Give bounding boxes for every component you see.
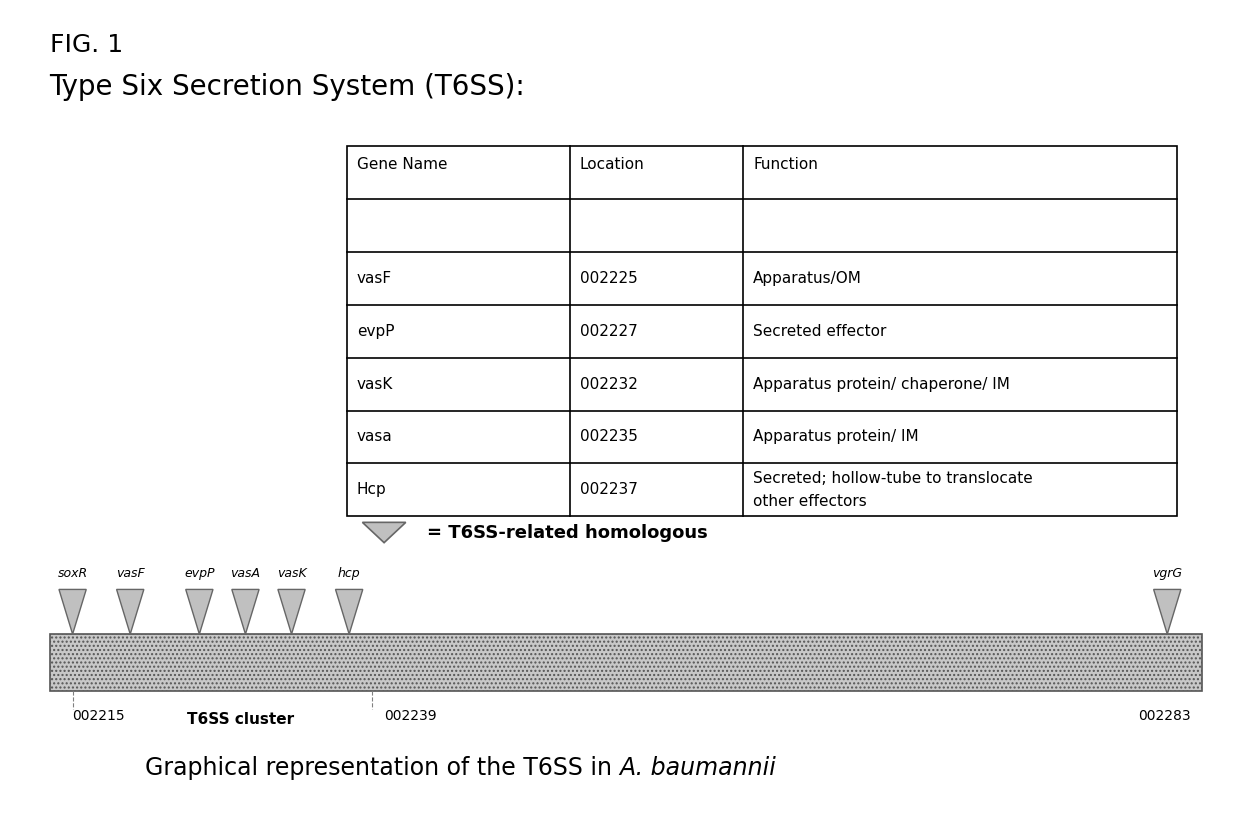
Text: 002283: 002283 (1137, 709, 1191, 723)
Text: Type Six Secretion System (T6SS):: Type Six Secretion System (T6SS): (50, 73, 525, 101)
Polygon shape (186, 589, 213, 634)
Text: FIG. 1: FIG. 1 (50, 33, 123, 57)
Text: other effectors: other effectors (753, 494, 867, 509)
Bar (50, 634, 1202, 691)
Text: vgrG: vgrG (1152, 567, 1182, 580)
Text: vasK: vasK (357, 376, 393, 392)
Text: soxR: soxR (57, 567, 88, 580)
Text: 002225: 002225 (580, 271, 638, 286)
Polygon shape (278, 589, 305, 634)
Text: Apparatus/OM: Apparatus/OM (753, 271, 862, 286)
Text: Graphical representation of the T6SS in: Graphical representation of the T6SS in (145, 756, 620, 780)
Polygon shape (336, 589, 363, 634)
Text: Apparatus protein/ IM: Apparatus protein/ IM (753, 429, 919, 445)
Text: Location: Location (580, 158, 644, 172)
Bar (347, 146, 1177, 516)
Text: hcp: hcp (338, 567, 361, 580)
Polygon shape (1154, 589, 1181, 634)
Text: vasF: vasF (357, 271, 392, 286)
Text: Hcp: Hcp (357, 482, 387, 498)
Text: evpP: evpP (357, 324, 394, 339)
Text: Apparatus protein/ chaperone/ IM: Apparatus protein/ chaperone/ IM (753, 376, 1010, 392)
Text: T6SS cluster: T6SS cluster (187, 712, 295, 727)
Text: Secreted; hollow-tube to translocate: Secreted; hollow-tube to translocate (753, 471, 1033, 485)
Text: 002232: 002232 (580, 376, 638, 392)
Text: 002235: 002235 (580, 429, 638, 445)
Text: A. baumannii: A. baumannii (620, 756, 777, 780)
Text: vasK: vasK (276, 567, 306, 580)
Polygon shape (362, 522, 406, 543)
Text: evpP: evpP (185, 567, 214, 580)
Text: Function: Function (753, 158, 818, 172)
Polygon shape (116, 589, 144, 634)
Text: vasA: vasA (230, 567, 260, 580)
Text: 002227: 002227 (580, 324, 638, 339)
Text: = T6SS-related homologous: = T6SS-related homologous (427, 524, 709, 541)
Text: vasa: vasa (357, 429, 393, 445)
Text: Secreted effector: Secreted effector (753, 324, 887, 339)
Text: 002215: 002215 (73, 709, 125, 723)
Text: 002237: 002237 (580, 482, 638, 498)
Polygon shape (232, 589, 259, 634)
Text: Gene Name: Gene Name (357, 158, 447, 172)
Text: vasF: vasF (115, 567, 145, 580)
Polygon shape (59, 589, 87, 634)
Text: 002239: 002239 (384, 709, 437, 723)
